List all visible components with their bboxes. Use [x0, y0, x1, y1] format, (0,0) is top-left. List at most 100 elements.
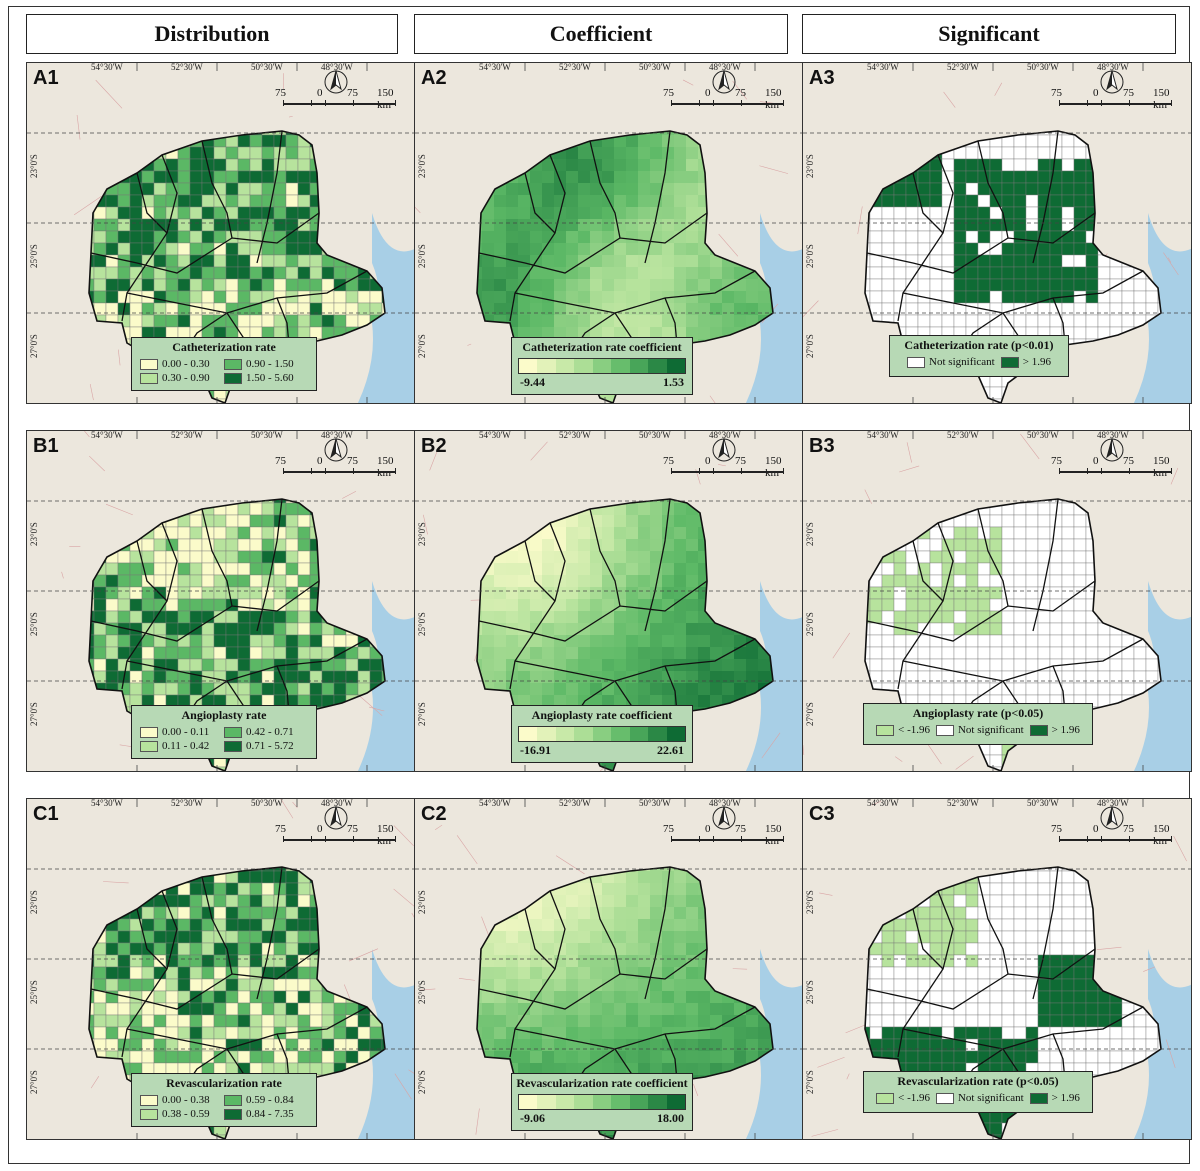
panel-label: C1 [33, 803, 59, 825]
municipality-cell [345, 1026, 359, 1040]
municipality-cell [965, 266, 979, 280]
municipality-cell [530, 171, 542, 183]
north-arrow-icon [324, 69, 348, 94]
municipality-cell [602, 515, 614, 527]
municipality-cell [482, 611, 494, 623]
municipality-cell [674, 635, 686, 647]
basemap-road [89, 383, 94, 401]
municipality-cell [141, 206, 155, 220]
municipality-cell [674, 279, 686, 291]
municipality-cell [93, 966, 107, 980]
municipality-cell [518, 327, 530, 339]
municipality-cell [297, 942, 311, 956]
municipality-cell [1025, 538, 1039, 552]
municipality-cell [153, 918, 167, 932]
municipality-cell [1001, 254, 1015, 268]
municipality-cell [1025, 182, 1039, 196]
municipality-cell [590, 659, 602, 671]
municipality-cell [638, 303, 650, 315]
municipality-cell [953, 658, 967, 672]
municipality-cell [614, 539, 626, 551]
municipality-cell [1157, 670, 1161, 684]
municipality-cell [554, 267, 566, 279]
municipality-cell [650, 207, 662, 219]
latitude-label: 27°0'S [417, 334, 427, 358]
municipality-cell [674, 159, 686, 171]
municipality-cell [917, 170, 931, 184]
municipality-cell [698, 683, 710, 695]
municipality-cell [273, 610, 287, 624]
municipality-cell [129, 230, 143, 244]
municipality-cell [941, 598, 955, 612]
basemap-road [369, 706, 385, 712]
municipality-cell [225, 182, 239, 196]
municipality-cell [566, 587, 578, 599]
municipality-cell [1049, 526, 1063, 540]
municipality-cell [626, 647, 638, 659]
municipality-cell [189, 978, 203, 992]
municipality-cell [297, 242, 311, 256]
municipality-cell [273, 634, 287, 648]
municipality-cell [1001, 538, 1015, 552]
basemap-road [95, 79, 123, 109]
municipality-cell [578, 195, 590, 207]
municipality-cell [93, 1014, 107, 1028]
municipality-cell [566, 315, 578, 327]
municipality-cell [225, 242, 239, 256]
municipality-cell [225, 514, 239, 528]
municipality-cell [578, 907, 590, 919]
municipality-cell [530, 231, 542, 243]
municipality-cell [602, 243, 614, 255]
municipality-cell [542, 291, 554, 303]
scale-bar-tick [783, 100, 784, 106]
scale-bar: 75 0 75 150 km [275, 455, 405, 485]
municipality-cell [1061, 646, 1075, 660]
municipality-cell [201, 1002, 215, 1016]
municipality-cell [650, 883, 662, 895]
municipality-cell [626, 267, 638, 279]
municipality-cell [590, 695, 602, 707]
municipality-cell [506, 623, 518, 635]
municipality-cell [93, 266, 107, 280]
municipality-cell [285, 242, 299, 256]
municipality-cell [297, 622, 311, 636]
municipality-cell [1109, 266, 1123, 280]
municipality-cell [285, 574, 299, 588]
municipality-cell [506, 599, 518, 611]
municipality-cell [117, 966, 131, 980]
municipality-cell [1121, 658, 1135, 672]
municipality-cell [321, 278, 335, 292]
municipality-cell [297, 682, 311, 696]
municipality-cell [881, 634, 895, 648]
municipality-cell [1013, 502, 1027, 516]
municipality-cell [213, 526, 227, 540]
municipality-cell [297, 514, 311, 528]
latitude-label: 27°0'S [417, 702, 427, 726]
scale-bar-label: 150 km [377, 455, 394, 479]
municipality-cell [177, 574, 191, 588]
municipality-cell [686, 231, 698, 243]
latitude-label: 23°0'S [29, 154, 39, 178]
municipality-cell [1085, 314, 1099, 328]
legend-color-ramp [518, 726, 686, 742]
municipality-cell [1013, 586, 1027, 600]
map-panel-a2: A2 54°30'W 52°30'W 50°30'W 48°30'W 23°0'S 25°0… [414, 62, 804, 404]
municipality-cell [674, 623, 686, 635]
municipality-cell [698, 255, 710, 267]
municipality-cell [297, 966, 311, 980]
basemap-sea [1133, 581, 1191, 771]
municipality-cell [881, 574, 895, 588]
municipality-cell [105, 266, 119, 280]
municipality-cell [917, 206, 931, 220]
municipality-cell [710, 327, 722, 339]
legend-swatch [140, 372, 158, 384]
municipality-cell [201, 266, 215, 280]
municipality-cell [929, 218, 943, 232]
municipality-cell [1145, 290, 1159, 304]
municipality-cell [566, 563, 578, 575]
municipality-cell [686, 279, 698, 291]
municipality-cell [357, 1026, 371, 1040]
scale-bar-line [671, 471, 783, 473]
municipality-cell [333, 290, 347, 304]
municipality-cell [530, 647, 542, 659]
